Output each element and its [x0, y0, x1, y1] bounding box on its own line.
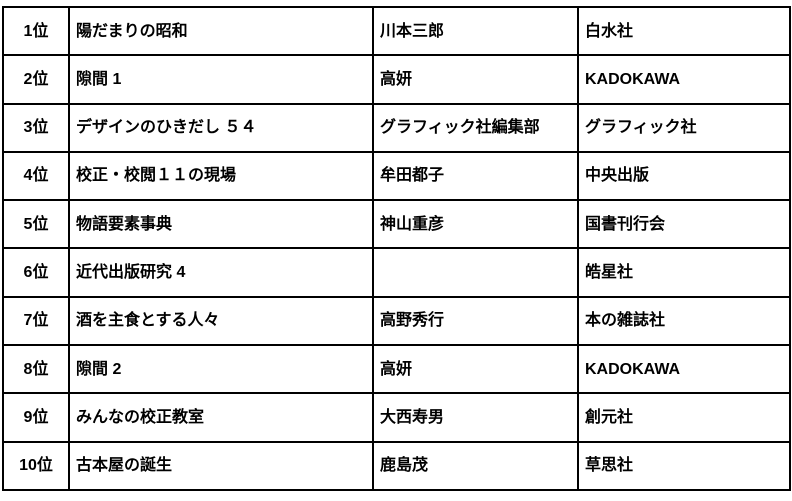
table-row: 1位 陽だまりの昭和 川本三郎 白水社: [2, 5, 791, 57]
table-row: 6位 近代出版研究 4 皓星社: [2, 247, 791, 298]
publisher-cell: 白水社: [577, 5, 791, 57]
title-cell: 校正・校閲１１の現場: [68, 150, 374, 202]
rank-cell: 2位: [2, 54, 70, 105]
publisher-cell: グラフィック社: [577, 102, 791, 153]
publisher-cell: 草思社: [577, 440, 791, 492]
publisher-cell: 皓星社: [577, 247, 791, 298]
title-cell: 陽だまりの昭和: [68, 5, 374, 57]
rank-cell: 3位: [2, 102, 70, 153]
title-cell: みんなの校正教室: [68, 392, 374, 443]
table-row: 3位 デザインのひきだし ５４ グラフィック社編集部 グラフィック社: [2, 102, 791, 153]
author-cell: 川本三郎: [372, 5, 579, 57]
publisher-cell: 本の雑誌社: [577, 295, 791, 347]
author-cell: 高野秀行: [372, 295, 579, 347]
author-cell: 牟田都子: [372, 150, 579, 202]
publisher-cell: 国書刊行会: [577, 199, 791, 250]
title-cell: デザインのひきだし ５４: [68, 102, 374, 153]
author-cell: 高妍: [372, 54, 579, 105]
table-row: 4位 校正・校閲１１の現場 牟田都子 中央出版: [2, 150, 791, 202]
publisher-cell: KADOKAWA: [577, 344, 791, 395]
title-cell: 隙間 1: [68, 54, 374, 105]
rank-cell: 8位: [2, 344, 70, 395]
title-cell: 隙間 2: [68, 344, 374, 395]
table-row: 5位 物語要素事典 神山重彦 国書刊行会: [2, 199, 791, 250]
title-cell: 物語要素事典: [68, 199, 374, 250]
title-cell: 酒を主食とする人々: [68, 295, 374, 347]
title-cell: 古本屋の誕生: [68, 440, 374, 492]
publisher-cell: 中央出版: [577, 150, 791, 202]
table-row: 9位 みんなの校正教室 大西寿男 創元社: [2, 392, 791, 443]
rank-cell: 5位: [2, 199, 70, 250]
rank-cell: 7位: [2, 295, 70, 347]
rank-cell: 4位: [2, 150, 70, 202]
table-row: 8位 隙間 2 高妍 KADOKAWA: [2, 344, 791, 395]
publisher-cell: 創元社: [577, 392, 791, 443]
table-row: 7位 酒を主食とする人々 高野秀行 本の雑誌社: [2, 295, 791, 347]
title-cell: 近代出版研究 4: [68, 247, 374, 298]
rank-cell: 9位: [2, 392, 70, 443]
author-cell: [372, 247, 579, 298]
author-cell: 鹿島茂: [372, 440, 579, 492]
rank-cell: 10位: [2, 440, 70, 492]
publisher-cell: KADOKAWA: [577, 54, 791, 105]
author-cell: 高妍: [372, 344, 579, 395]
rank-cell: 1位: [2, 5, 70, 57]
table-row: 10位 古本屋の誕生 鹿島茂 草思社: [2, 440, 791, 492]
book-ranking-table: 1位 陽だまりの昭和 川本三郎 白水社 2位 隙間 1 高妍 KADOKAWA …: [2, 5, 791, 492]
author-cell: 大西寿男: [372, 392, 579, 443]
author-cell: グラフィック社編集部: [372, 102, 579, 153]
author-cell: 神山重彦: [372, 199, 579, 250]
rank-cell: 6位: [2, 247, 70, 298]
table-row: 2位 隙間 1 高妍 KADOKAWA: [2, 54, 791, 105]
